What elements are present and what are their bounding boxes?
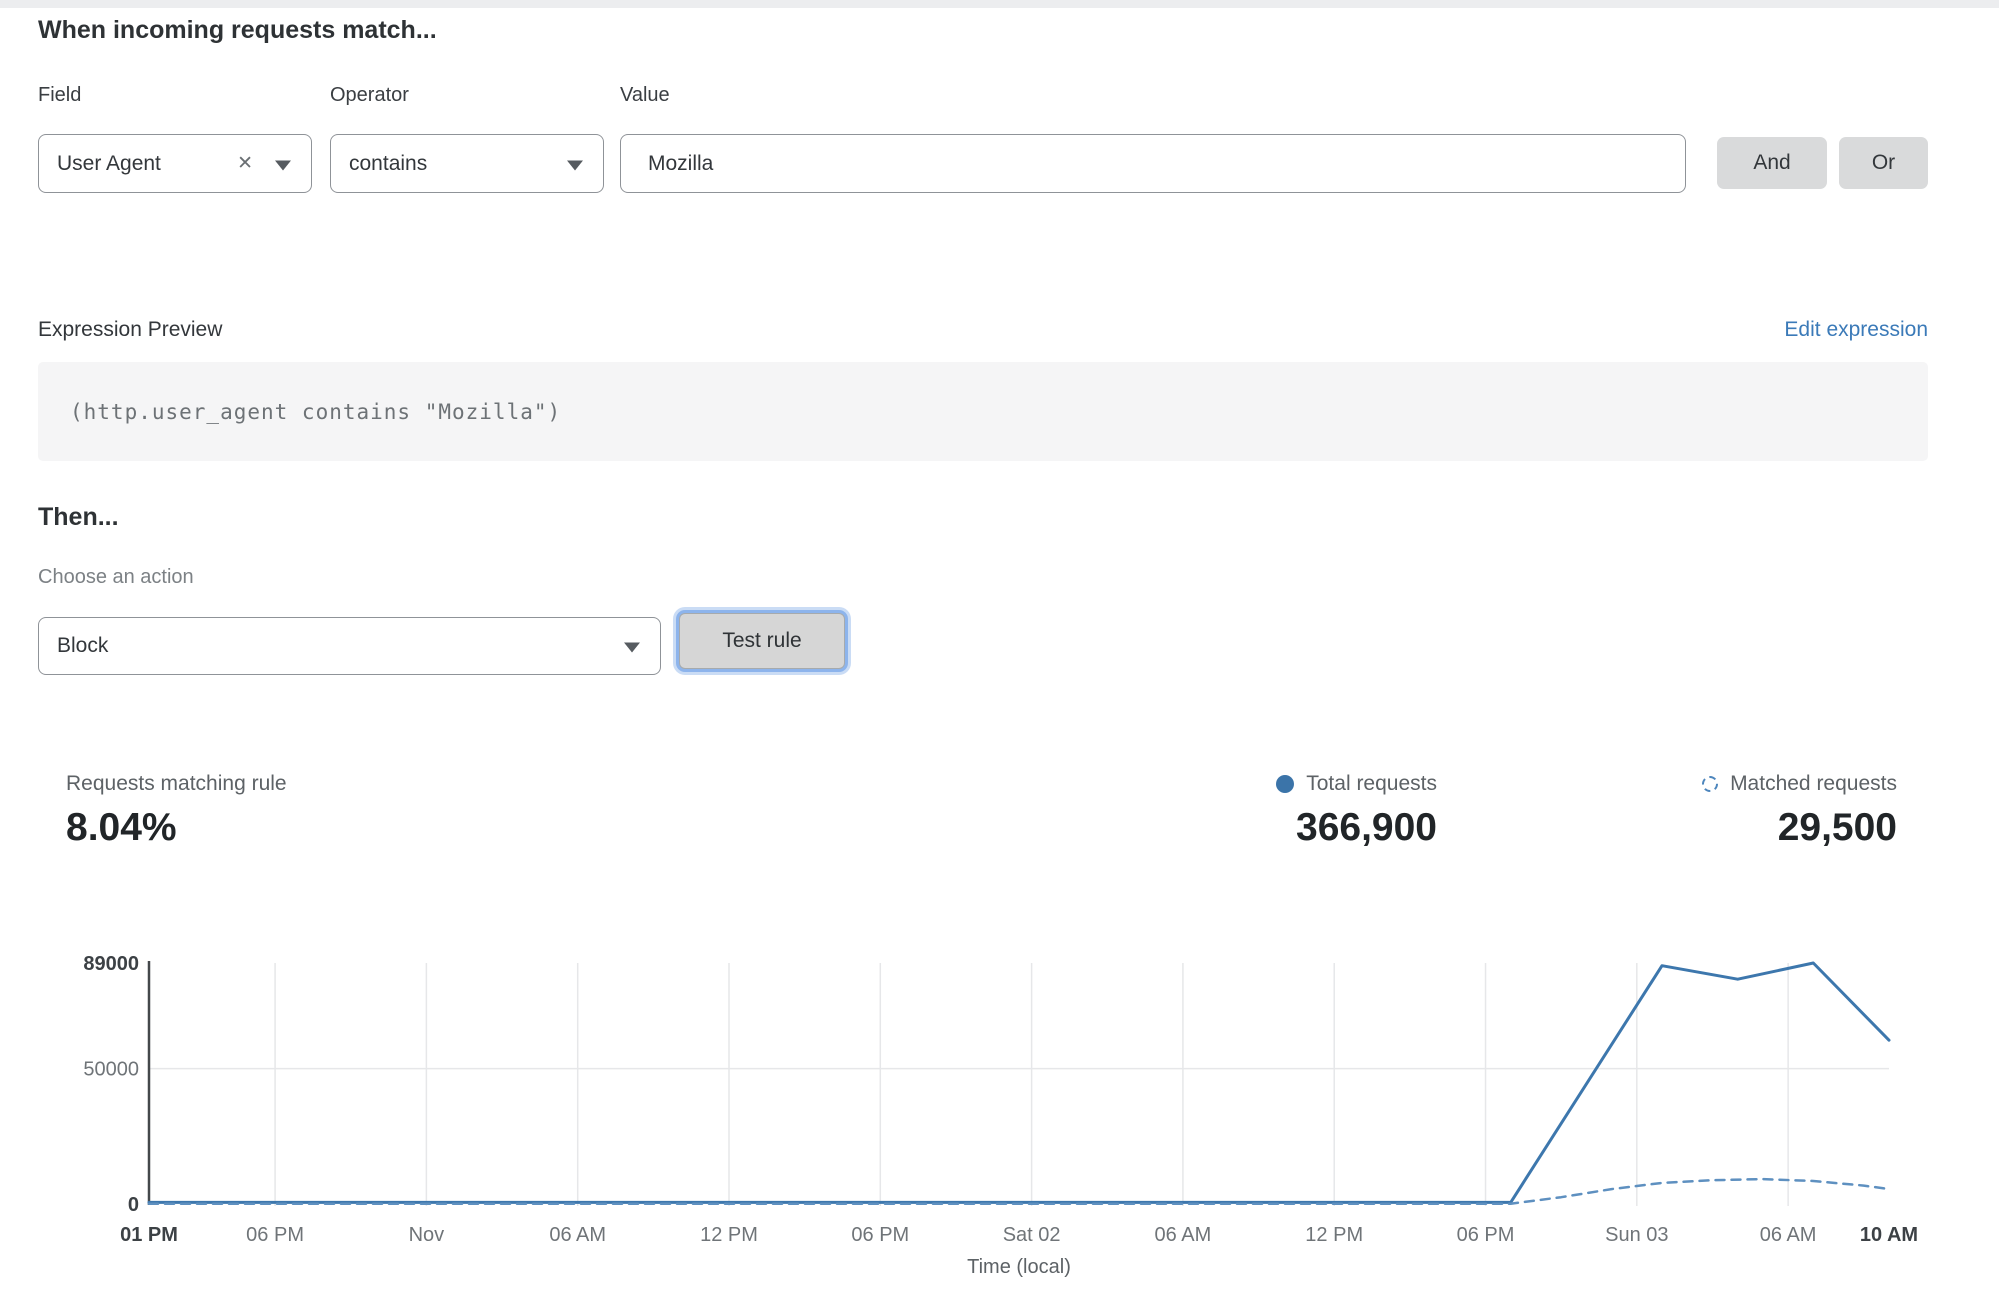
expression-code: (http.user_agent contains "Mozilla") <box>70 400 562 424</box>
operator-select-value: contains <box>349 151 428 175</box>
stat-matched-label: Matched requests <box>1730 772 1897 795</box>
total-requests-line <box>147 961 1891 1204</box>
chevron-down-icon <box>567 160 583 170</box>
stat-total-label: Total requests <box>1306 772 1437 795</box>
clear-field-icon[interactable]: ✕ <box>237 152 253 174</box>
x-tick-label: 06 PM <box>851 1224 909 1246</box>
action-select[interactable]: Block <box>38 617 661 675</box>
y-tick-label: 89000 <box>83 953 139 975</box>
x-tick-label: 06 AM <box>1155 1224 1212 1246</box>
field-select-value: User Agent <box>57 151 161 175</box>
x-tick-label: 10 AM <box>1860 1224 1918 1246</box>
x-tick-label: 06 PM <box>1457 1224 1515 1246</box>
stat-matching-value: 8.04% <box>66 806 177 849</box>
x-tick-label: 12 PM <box>700 1224 758 1246</box>
expression-preview-label: Expression Preview <box>38 318 223 341</box>
value-input[interactable] <box>620 134 1686 193</box>
x-tick-label: 06 AM <box>1760 1224 1817 1246</box>
field-select[interactable]: User Agent ✕ <box>38 134 312 193</box>
chevron-down-icon <box>624 642 640 653</box>
operator-select[interactable]: contains <box>330 134 604 193</box>
requests-chart: 0 50000 89000 01 PM 06 PM Nov 06 AM 12 PM 06 PM S… <box>0 930 1999 1295</box>
choose-action-label: Choose an action <box>38 566 194 588</box>
value-label: Value <box>620 84 670 106</box>
chevron-down-icon <box>275 160 291 170</box>
stat-matched-value: 29,500 <box>1777 806 1897 849</box>
y-tick-label: 0 <box>128 1194 139 1216</box>
stat-matching-label: Requests matching rule <box>66 772 287 795</box>
matched-requests-ring <box>1702 776 1719 792</box>
action-select-value: Block <box>57 634 109 657</box>
requests-chart-svg: 0 50000 89000 01 PM 06 PM Nov 06 AM 12 PM 06 PM S… <box>83 953 1918 1278</box>
x-axis-title: Time (local) <box>967 1256 1071 1278</box>
matched-requests-line <box>147 1177 1891 1205</box>
x-tick-label: Sun 03 <box>1605 1224 1668 1246</box>
stat-matched-requests: Matched requests 29,500 <box>1702 772 1897 850</box>
or-button[interactable]: Or <box>1839 137 1928 189</box>
page-title: When incoming requests match... <box>38 16 437 44</box>
x-tick-label: 01 PM <box>120 1224 178 1246</box>
x-tick-label: 12 PM <box>1305 1224 1363 1246</box>
x-tick-label: Nov <box>409 1224 445 1246</box>
stat-requests-matching: Requests matching rule 8.04% <box>66 772 287 850</box>
stat-total-requests: Total requests 366,900 <box>1276 772 1437 850</box>
x-tick-label: 06 PM <box>246 1224 304 1246</box>
expression-code-block <box>38 362 1928 461</box>
then-heading: Then... <box>38 503 119 531</box>
and-button[interactable]: And <box>1717 137 1827 189</box>
field-label: Field <box>38 84 82 106</box>
stat-total-value: 366,900 <box>1296 806 1437 849</box>
operator-label: Operator <box>330 84 409 106</box>
x-tick-label: 06 AM <box>549 1224 606 1246</box>
x-tick-label: Sat 02 <box>1003 1224 1061 1246</box>
top-edge-strip <box>0 0 1999 8</box>
test-rule-button[interactable]: Test rule <box>679 613 845 669</box>
y-tick-label: 50000 <box>83 1059 139 1081</box>
total-requests-dot <box>1276 775 1295 793</box>
edit-expression-link[interactable]: Edit expression <box>1784 318 1928 341</box>
